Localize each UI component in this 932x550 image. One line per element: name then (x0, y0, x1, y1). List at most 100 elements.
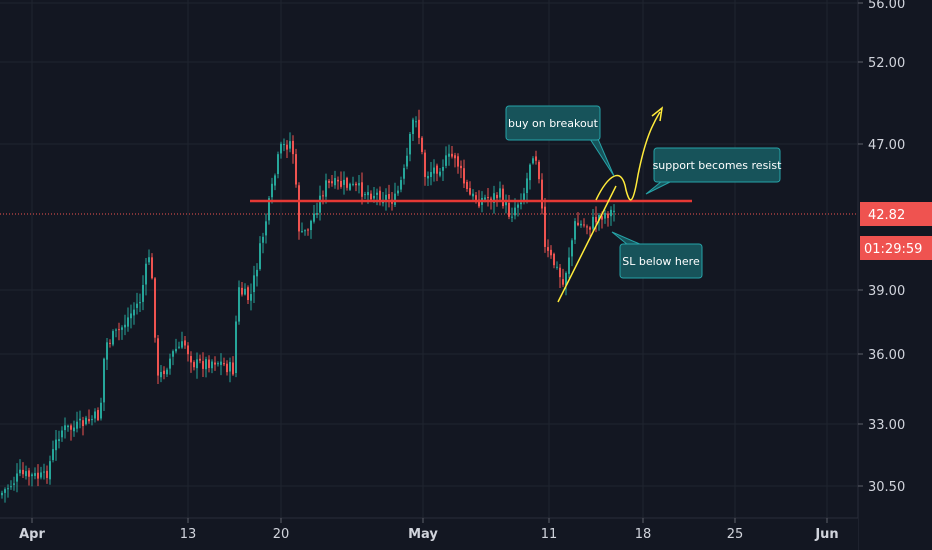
candle-body (388, 194, 390, 199)
candle-body (322, 195, 324, 197)
candle-body (439, 171, 441, 176)
y-tick-label: 30.50 (868, 480, 905, 495)
candle-body (298, 185, 300, 232)
candle-body (226, 363, 228, 373)
x-tick-label: Apr (19, 527, 45, 542)
candles (1, 109, 615, 503)
candle-body (364, 194, 366, 196)
candle-body (13, 483, 15, 485)
y-axis[interactable]: 30.50 33.00 36.00 39.00 47.00 52.00 56.00 (857, 0, 932, 550)
candle-body (469, 188, 471, 195)
candle-body (262, 236, 264, 243)
candle-body (571, 240, 573, 257)
candle-body (343, 179, 345, 185)
candle-body (517, 204, 519, 208)
candle-body (178, 346, 180, 348)
candle-body (46, 470, 48, 478)
candle-body (475, 195, 477, 202)
candle-body (16, 473, 18, 482)
candle-body (529, 164, 531, 181)
candle-body (196, 359, 198, 369)
candle-body (316, 213, 318, 215)
candle-body (505, 201, 507, 206)
candle-body (340, 180, 342, 187)
candle-body (235, 321, 237, 374)
candle-body (109, 342, 111, 344)
candle-body (145, 263, 147, 285)
callout-sl-below-here[interactable]: SL below here (611, 231, 703, 279)
candle-body (493, 193, 495, 203)
callout-buy-on-breakout-cover (507, 136, 599, 139)
candle-body (247, 287, 249, 301)
candle-body (358, 183, 360, 186)
trendline[interactable] (557, 185, 617, 303)
candle-body (97, 410, 99, 421)
candle-body (211, 361, 213, 369)
candle-body (451, 153, 453, 157)
candle-body (70, 425, 72, 430)
candle-body (601, 216, 603, 220)
candle-body (253, 275, 255, 293)
candle-body (352, 183, 354, 185)
candle-body (523, 193, 525, 202)
candle-body (409, 133, 411, 155)
candle-body (325, 180, 327, 197)
projection-arrow-head (651, 106, 664, 122)
projection-path[interactable] (595, 111, 661, 201)
candle-body (58, 439, 60, 442)
candle-body (154, 278, 156, 338)
candle-body (379, 190, 381, 202)
candle-body (466, 181, 468, 190)
candle-body (496, 194, 498, 199)
candle-body (55, 439, 57, 451)
callout-support-becomes-resist-box (653, 147, 781, 183)
y-tick-label: 36.00 (868, 348, 905, 363)
callout-support-becomes-resist[interactable]: support becomes resist (645, 147, 782, 195)
candle-body (559, 267, 561, 278)
candle-body (241, 287, 243, 295)
candle-body (442, 167, 444, 171)
candle-body (73, 427, 75, 432)
candle-body (424, 152, 426, 177)
candle-body (199, 358, 201, 361)
candle-body (25, 471, 27, 477)
candle-body (550, 249, 552, 256)
candle-body (472, 193, 474, 197)
candle-body (514, 207, 516, 216)
candle-body (1, 492, 3, 496)
candle-body (544, 206, 546, 247)
candle-body (406, 155, 408, 167)
callout-sl-below-here-cover (621, 274, 701, 277)
candle-body (265, 221, 267, 236)
candle-body (115, 329, 117, 331)
candle-body (52, 449, 54, 461)
candle-body (220, 361, 222, 365)
candle-body (139, 302, 141, 304)
candle-body (562, 279, 564, 285)
x-axis[interactable]: Apr 13 20 May 11 18 25 Jun (0, 517, 858, 550)
candle-body (130, 313, 132, 319)
candle-body (376, 192, 378, 195)
candle-body (487, 197, 489, 199)
candle-body (214, 362, 216, 365)
callout-buy-on-breakout-text: buy on breakout (508, 117, 599, 130)
candle-body (40, 472, 42, 478)
x-tick-label: 18 (635, 527, 652, 542)
candle-body (307, 229, 309, 231)
candle-body (532, 158, 534, 164)
candle-body (85, 417, 87, 425)
candle-body (535, 156, 537, 161)
candle-body (460, 165, 462, 169)
candle-body (283, 144, 285, 146)
candle-body (166, 369, 168, 375)
candle-body (256, 269, 258, 277)
callout-sl-below-here-tail (611, 231, 643, 246)
candle-body (334, 178, 336, 186)
y-tick-label: 39.00 (868, 284, 905, 299)
callout-buy-on-breakout[interactable]: buy on breakout (505, 105, 615, 177)
candle-body (427, 175, 429, 179)
candle-body (82, 420, 84, 427)
candle-body (22, 469, 24, 475)
candle-body (541, 179, 543, 209)
